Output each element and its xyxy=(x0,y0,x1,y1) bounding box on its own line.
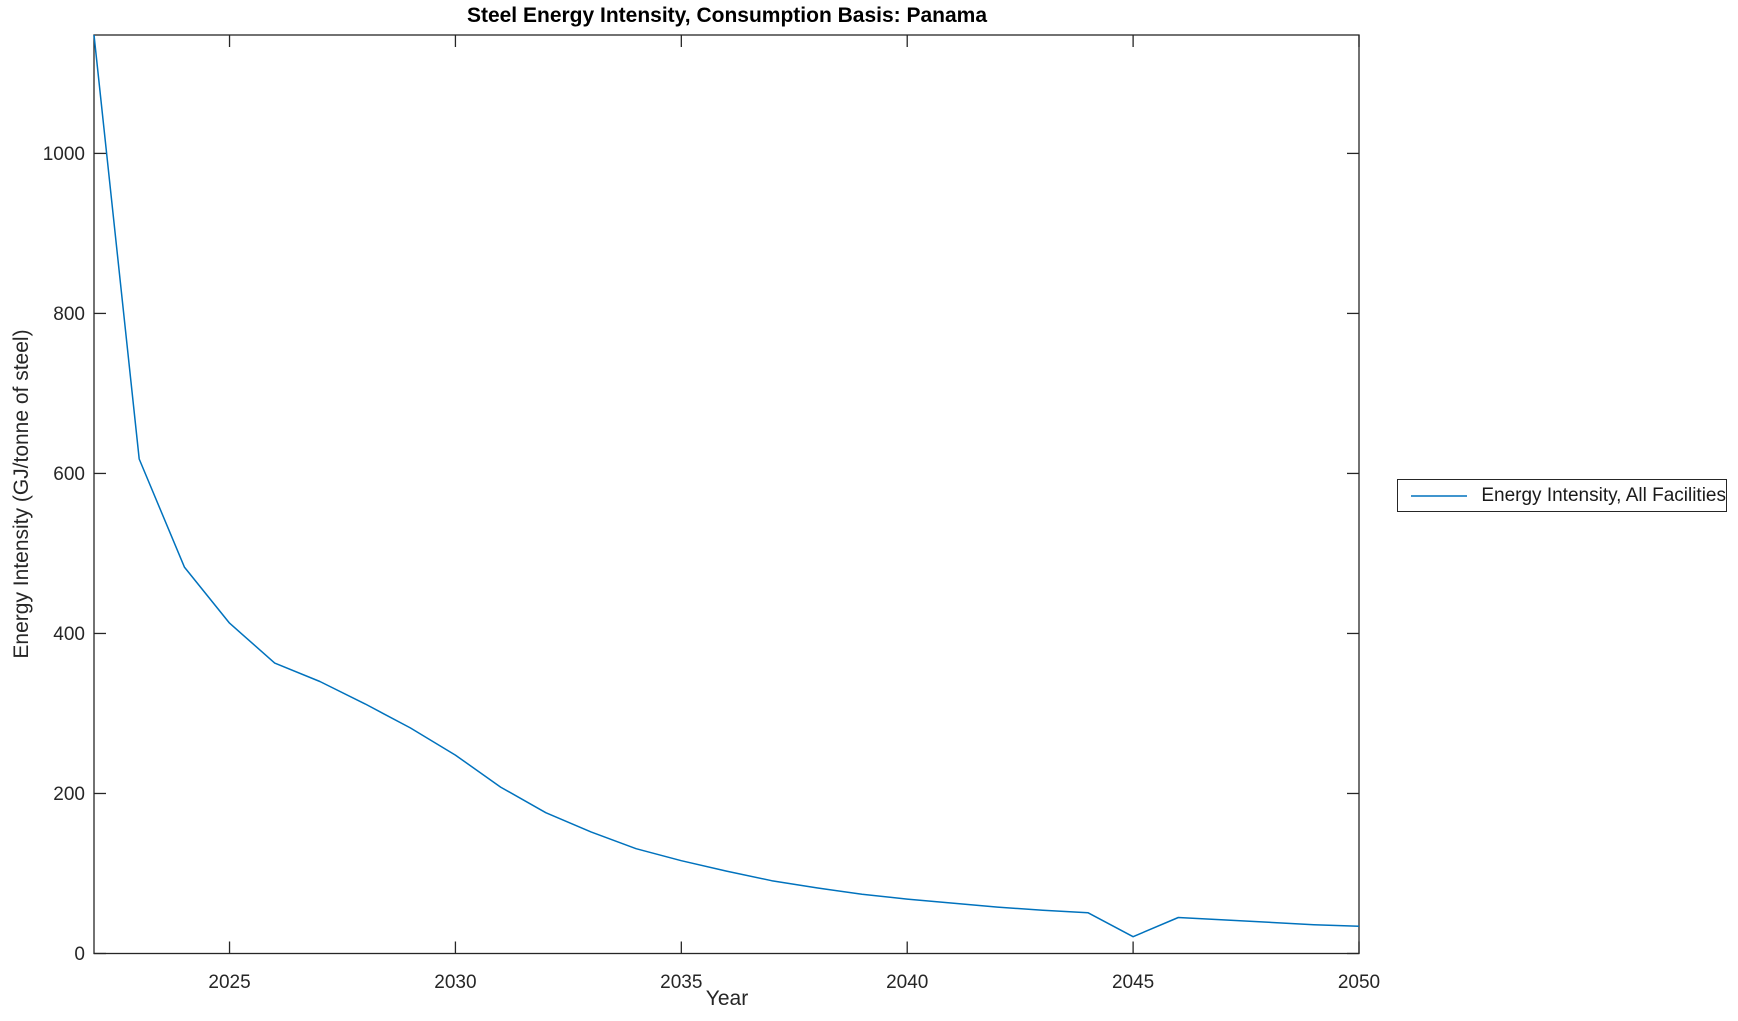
x-tick-label: 2050 xyxy=(1338,972,1380,993)
y-tick-label: 800 xyxy=(53,304,85,325)
y-tick-label: 0 xyxy=(74,944,85,965)
energy-intensity-line xyxy=(93,34,1360,938)
axes-box xyxy=(93,34,1360,955)
chart-title: Steel Energy Intensity, Consumption Basi… xyxy=(466,4,988,27)
legend-line-sample xyxy=(1411,494,1467,497)
y-tick-label: 1000 xyxy=(43,144,85,165)
y-tick-label: 200 xyxy=(53,784,85,805)
x-axis-label: Year xyxy=(705,987,749,1010)
y-axis-label: Energy Intensity (GJ/tonne of steel) xyxy=(10,329,33,659)
x-tick-label: 2045 xyxy=(1112,972,1154,993)
y-tick-label: 400 xyxy=(53,624,85,645)
x-tick-label: 2040 xyxy=(886,972,928,993)
x-tick-label: 2030 xyxy=(434,972,476,993)
legend: Energy Intensity, All Facilities xyxy=(1397,479,1727,512)
x-tick-label: 2025 xyxy=(208,972,250,993)
legend-entry-label: Energy Intensity, All Facilities xyxy=(1481,484,1726,506)
y-tick-label: 600 xyxy=(53,464,85,485)
x-tick-label: 2035 xyxy=(660,972,702,993)
